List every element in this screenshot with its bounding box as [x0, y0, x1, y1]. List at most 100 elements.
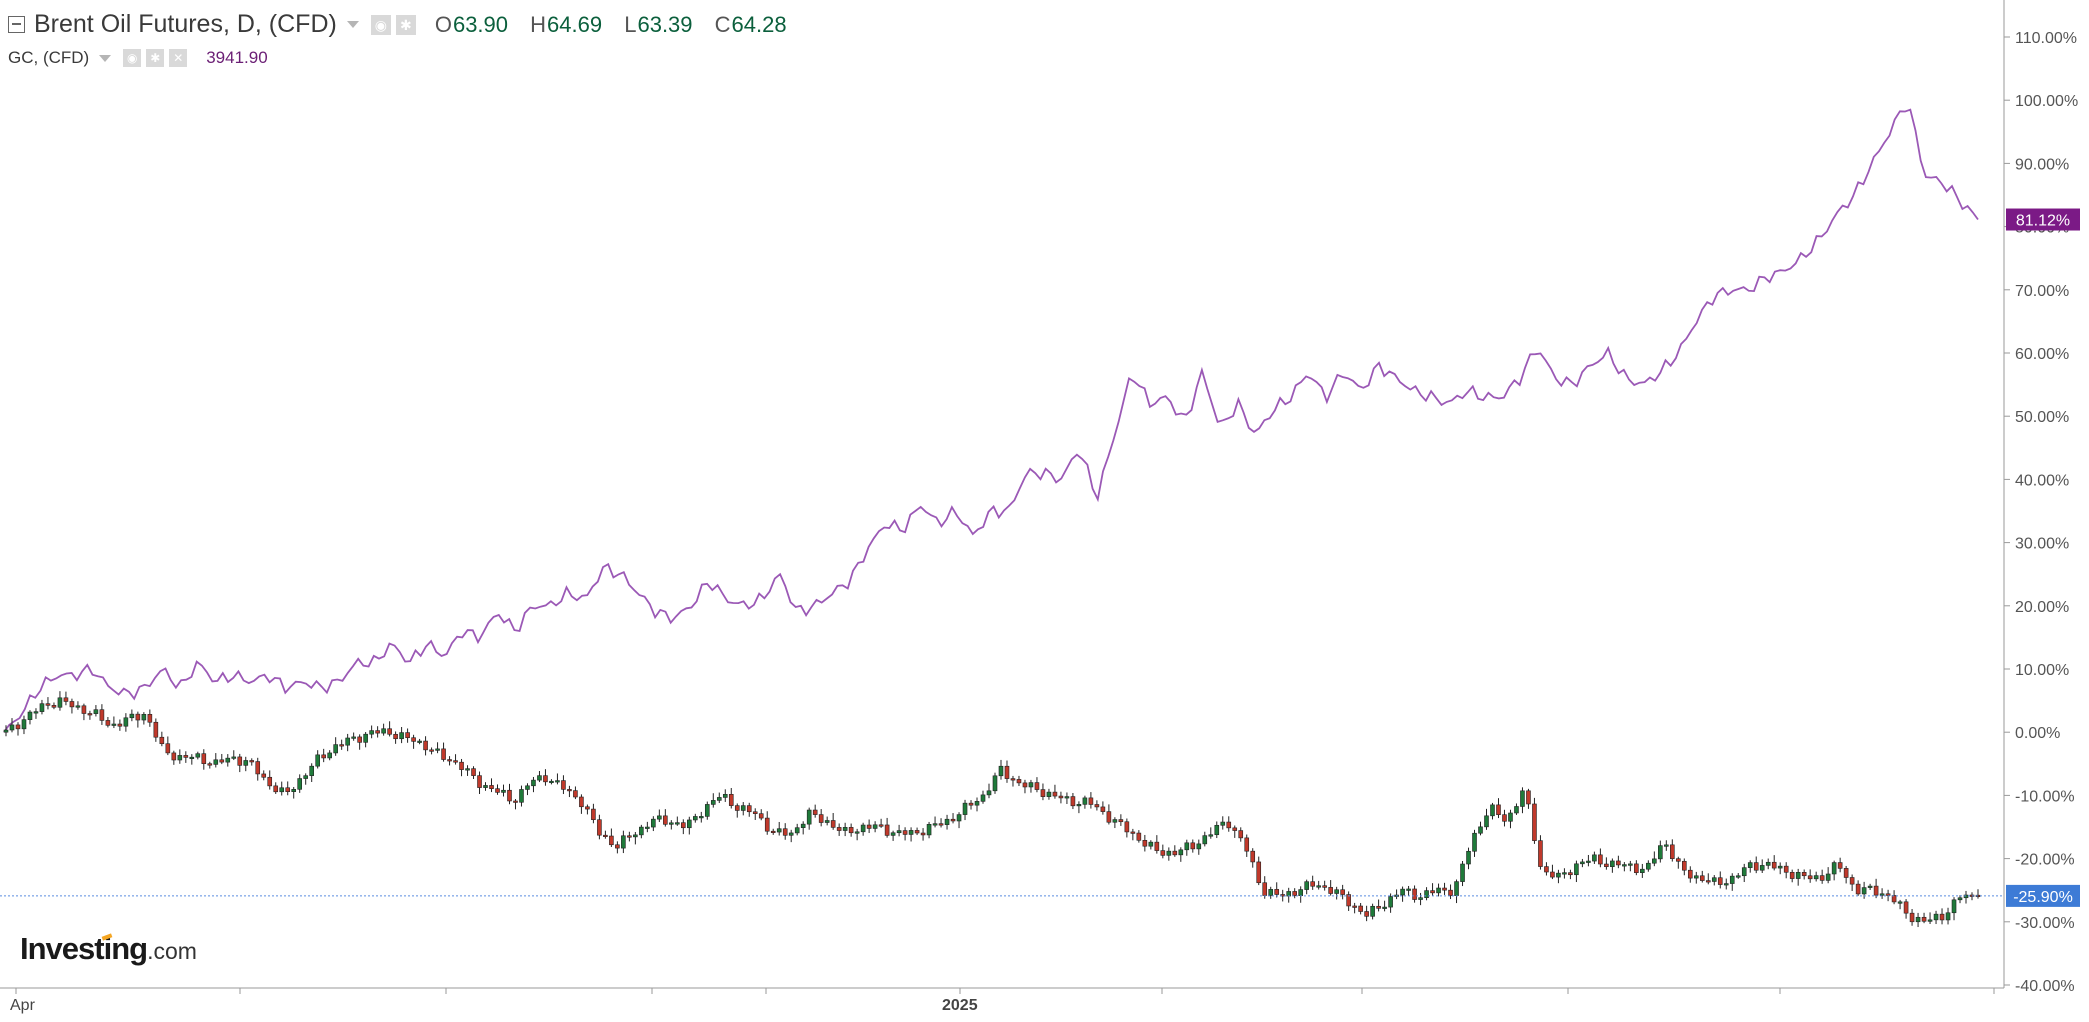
candle-body[interactable]: [752, 811, 758, 814]
candle-body[interactable]: [956, 814, 962, 822]
candle-body[interactable]: [1142, 839, 1148, 847]
candle-body[interactable]: [1598, 854, 1603, 865]
candle-body[interactable]: [1172, 850, 1178, 856]
candle-body[interactable]: [1532, 803, 1537, 841]
candle-body[interactable]: [980, 794, 986, 802]
candle-body[interactable]: [1670, 844, 1675, 859]
candle-body[interactable]: [45, 703, 51, 706]
candle-body[interactable]: [3, 729, 9, 733]
candle-body[interactable]: [1022, 782, 1028, 788]
candle-body[interactable]: [878, 824, 884, 827]
candle-body[interactable]: [938, 823, 944, 826]
candle-body[interactable]: [836, 827, 842, 831]
candle-body[interactable]: [908, 830, 914, 835]
candle-body[interactable]: [1004, 765, 1010, 779]
candle-body[interactable]: [1705, 880, 1711, 883]
candle-body[interactable]: [627, 835, 632, 838]
candle-body[interactable]: [974, 801, 980, 806]
candle-body[interactable]: [1472, 832, 1477, 852]
gear-icon[interactable]: ✱: [395, 14, 416, 35]
candle-body[interactable]: [1292, 891, 1297, 896]
candle-body[interactable]: [926, 824, 932, 836]
candle-body[interactable]: [728, 794, 734, 806]
candle-body[interactable]: [1034, 782, 1040, 790]
candle-body[interactable]: [872, 824, 878, 829]
candle-body[interactable]: [225, 757, 231, 763]
candle-body[interactable]: [675, 822, 680, 825]
candle-body[interactable]: [1388, 896, 1393, 908]
candle-body[interactable]: [1370, 905, 1375, 917]
time-axis[interactable]: [0, 989, 2004, 1017]
candle-body[interactable]: [579, 796, 584, 808]
candle-body[interactable]: [1448, 889, 1453, 896]
candle-body[interactable]: [1400, 888, 1405, 896]
candle-body[interactable]: [369, 730, 374, 735]
candle-body[interactable]: [75, 705, 81, 708]
candle-body[interactable]: [177, 755, 183, 761]
candle-body[interactable]: [1658, 845, 1663, 860]
candle-body[interactable]: [219, 759, 225, 763]
candle-body[interactable]: [393, 733, 398, 740]
candle-body[interactable]: [1304, 881, 1309, 890]
candle-body[interactable]: [1094, 804, 1100, 808]
candle-body[interactable]: [1664, 844, 1669, 847]
candle-body[interactable]: [1070, 796, 1076, 807]
candle-body[interactable]: [812, 809, 818, 815]
candle-body[interactable]: [525, 785, 530, 790]
candle-body[interactable]: [267, 776, 273, 787]
candle-body[interactable]: [1514, 806, 1519, 814]
candle-body[interactable]: [1046, 791, 1052, 797]
candle-body[interactable]: [51, 705, 57, 708]
candle-body[interactable]: [453, 760, 458, 763]
candle-body[interactable]: [87, 713, 93, 716]
candle-body[interactable]: [1028, 782, 1034, 788]
close-icon[interactable]: ✕: [169, 49, 188, 67]
candle-body[interactable]: [1154, 841, 1160, 851]
candle-body[interactable]: [1574, 863, 1579, 876]
candle-body[interactable]: [1010, 778, 1016, 781]
candle-body[interactable]: [1634, 863, 1639, 873]
candle-body[interactable]: [1052, 791, 1058, 797]
candle-body[interactable]: [81, 705, 87, 714]
candle-body[interactable]: [1909, 912, 1915, 923]
candle-body[interactable]: [1771, 861, 1777, 869]
candle-body[interactable]: [513, 800, 518, 803]
candle-body[interactable]: [1298, 889, 1303, 896]
candle-body[interactable]: [387, 728, 392, 735]
candle-body[interactable]: [932, 823, 938, 826]
candle-body[interactable]: [651, 818, 656, 828]
candle-body[interactable]: [1250, 850, 1256, 863]
candle-body[interactable]: [1124, 821, 1130, 833]
candle-body[interactable]: [609, 835, 614, 846]
candle-body[interactable]: [1544, 866, 1549, 873]
candle-body[interactable]: [722, 794, 728, 798]
chevron-down-icon[interactable]: [346, 21, 359, 28]
candle-body[interactable]: [639, 826, 644, 836]
candle-body[interactable]: [171, 752, 177, 761]
candle-body[interactable]: [1202, 835, 1208, 845]
candle-body[interactable]: [782, 828, 788, 836]
candle-body[interactable]: [1801, 872, 1807, 877]
candle-body[interactable]: [543, 775, 548, 783]
candle-body[interactable]: [1783, 865, 1789, 873]
candle-body[interactable]: [69, 701, 75, 708]
candle-body[interactable]: [423, 740, 428, 751]
candle-body[interactable]: [764, 817, 770, 832]
candle-body[interactable]: [992, 775, 998, 792]
candle-body[interactable]: [1460, 863, 1465, 882]
candle-body[interactable]: [1795, 872, 1801, 879]
candle-body[interactable]: [645, 826, 650, 829]
candle-body[interactable]: [93, 709, 99, 714]
candle-body[interactable]: [1376, 905, 1381, 909]
candle-body[interactable]: [123, 717, 129, 727]
candle-body[interactable]: [1382, 906, 1387, 909]
candle-body[interactable]: [1765, 861, 1771, 866]
candle-body[interactable]: [1640, 868, 1645, 873]
candle-body[interactable]: [1064, 796, 1070, 799]
candle-body[interactable]: [1807, 875, 1813, 880]
candle-body[interactable]: [1418, 897, 1423, 900]
candle-body[interactable]: [459, 761, 464, 770]
candle-body[interactable]: [1322, 885, 1327, 888]
candle-body[interactable]: [363, 733, 368, 743]
candle-body[interactable]: [39, 703, 45, 712]
